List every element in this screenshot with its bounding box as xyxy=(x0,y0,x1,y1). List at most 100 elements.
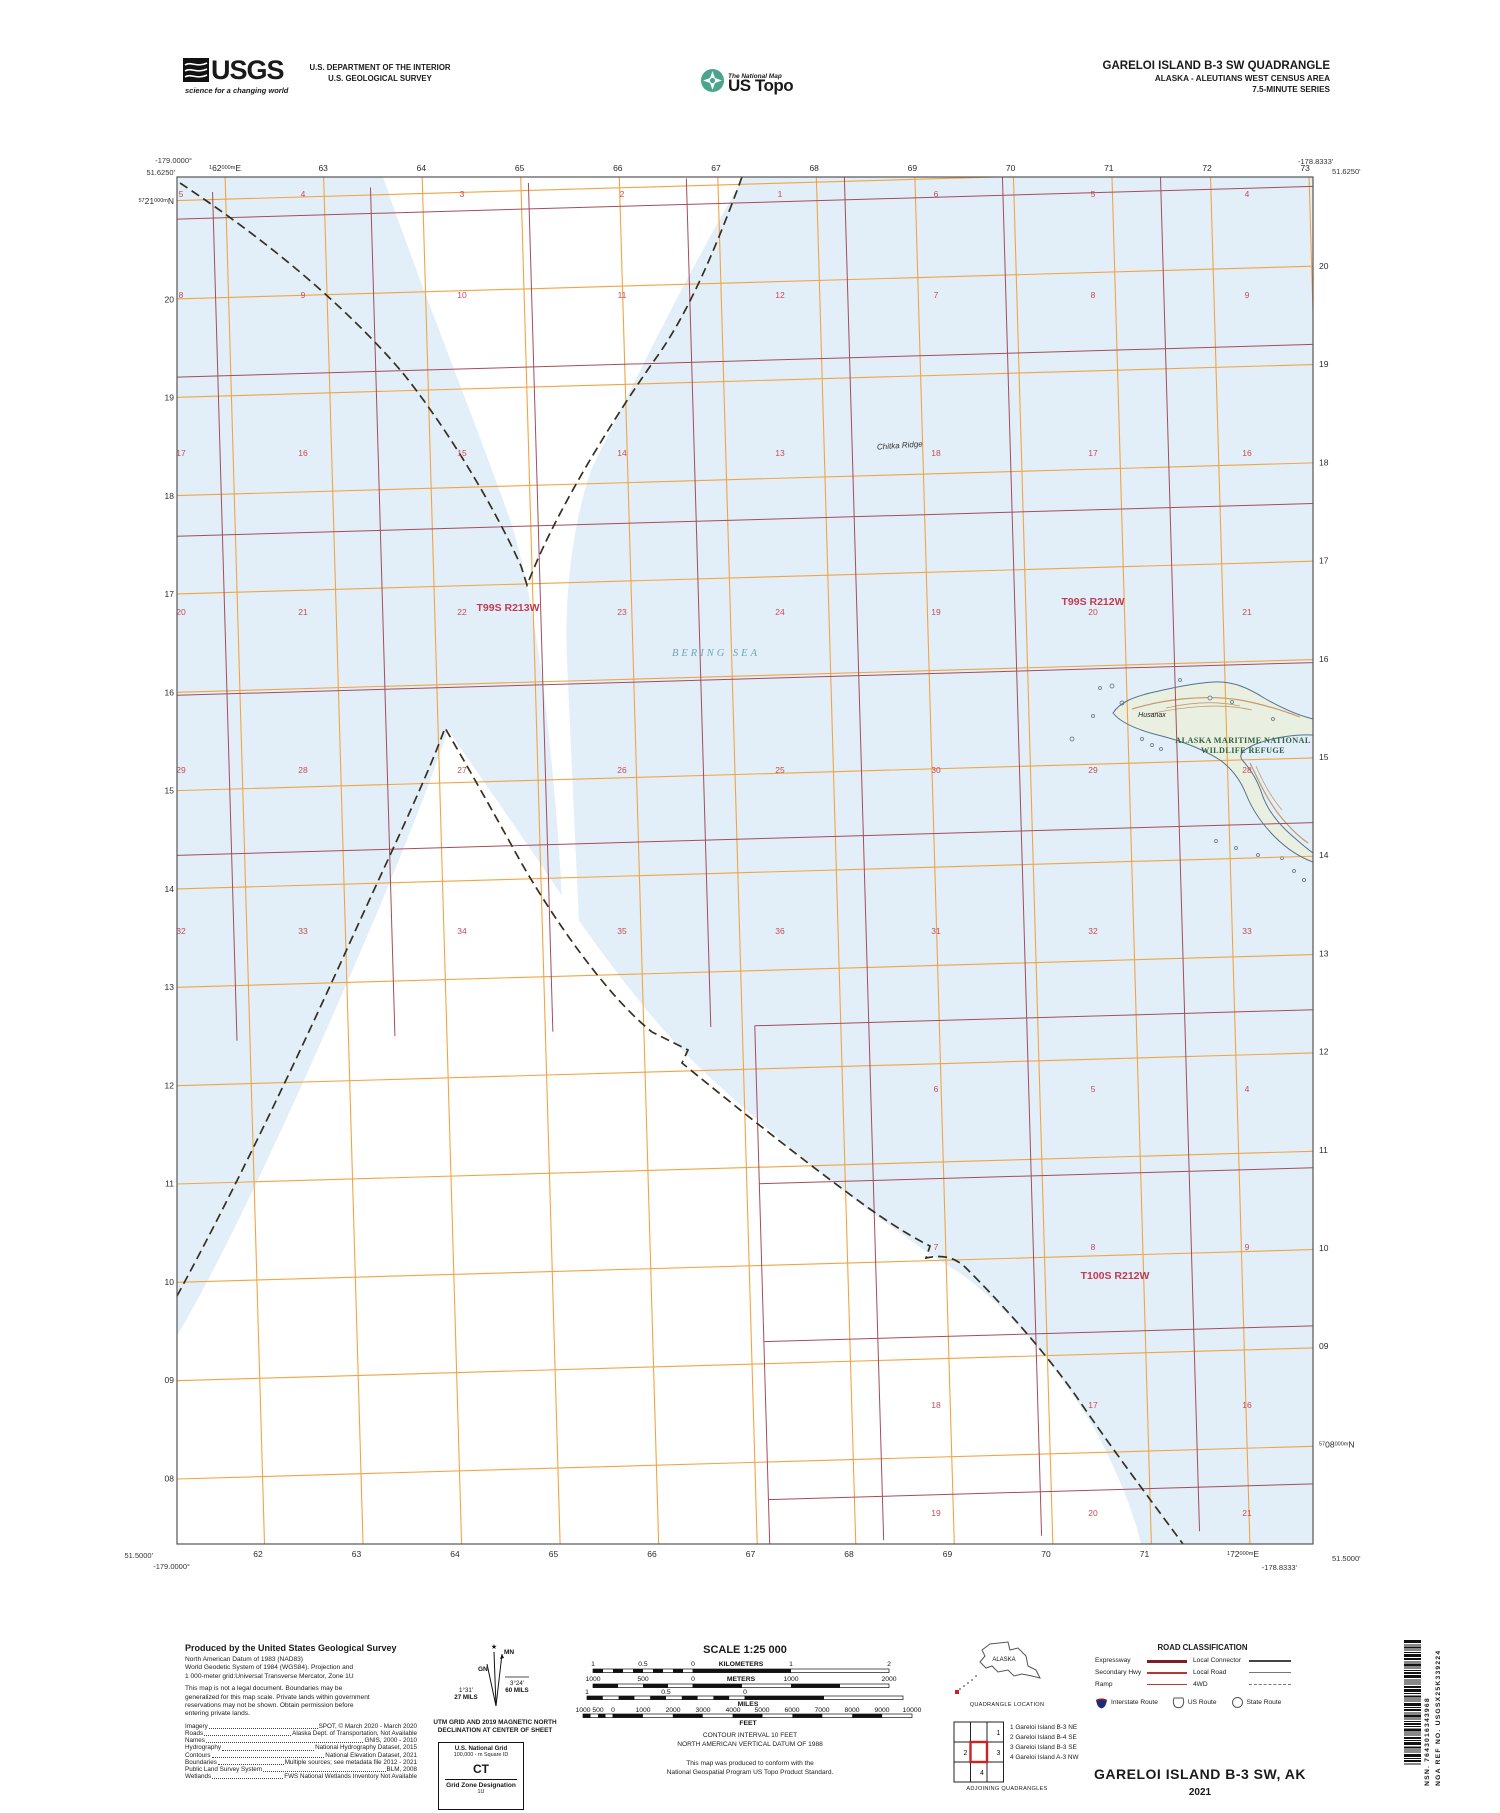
nga-ref-text: NGA REF NO. USGSX25K339224 xyxy=(1435,1649,1442,1786)
corner-coord: 51.5000' xyxy=(1332,1554,1361,1563)
national-map-icon xyxy=(701,69,724,92)
islet xyxy=(1214,839,1218,843)
boundary-dashed-line xyxy=(177,726,1184,1544)
section-number: 35 xyxy=(617,926,627,936)
section-number: 32 xyxy=(176,926,186,936)
utm-northing-line xyxy=(177,1051,1313,1087)
section-number: 25 xyxy=(775,765,785,775)
produced-title: Produced by the United States Geological… xyxy=(185,1643,397,1653)
svg-text:1000: 1000 xyxy=(585,1676,600,1683)
grid-label: 66 xyxy=(613,163,623,173)
section-number: 16 xyxy=(1242,1400,1252,1410)
adjoining-quad-name: 2 Gareloi Island B-4 SE xyxy=(1010,1734,1077,1741)
grid-label: 18 xyxy=(1319,457,1329,467)
section-number: 19 xyxy=(931,607,941,617)
route-shield: State Route xyxy=(1231,1696,1281,1709)
sheet-title: GARELOI ISLAND B-3 SW, AK xyxy=(1094,1766,1306,1782)
section-number: 36 xyxy=(775,926,785,936)
section-number: 12 xyxy=(775,290,785,300)
svg-text:3000: 3000 xyxy=(695,1707,710,1714)
section-line xyxy=(177,502,1313,538)
svg-text:0.5: 0.5 xyxy=(661,1689,671,1696)
section-number: 18 xyxy=(931,1400,941,1410)
data-credits: Imagery SPOT, © March 2020 - March 2020 Ro… xyxy=(185,1723,417,1781)
section-number: 2 xyxy=(620,189,625,199)
road-type-swatch xyxy=(1147,1659,1193,1663)
utm-easting-line xyxy=(913,177,956,1544)
quad-location-marker xyxy=(955,1690,959,1694)
grid-label: 16 xyxy=(165,687,175,697)
credit-row: Public Land Survey System BLM, 2008 xyxy=(185,1766,417,1773)
road-type-swatch xyxy=(1249,1659,1297,1663)
adjoining-quad-name: 3 Gareloi Island B-3 SE xyxy=(1010,1744,1077,1751)
section-number: 16 xyxy=(298,448,308,458)
credit-value: National Elevation Dataset, 2021 xyxy=(325,1751,417,1759)
section-number: 4 xyxy=(1245,1084,1250,1094)
credit-row: Names GNIS, 2000 - 2010 xyxy=(185,1737,417,1744)
township-label: T99S R212W xyxy=(1061,596,1124,608)
sea-name-label: BERING SEA xyxy=(672,648,760,659)
svg-text:1000: 1000 xyxy=(635,1707,650,1714)
section-line xyxy=(754,1008,1313,1027)
grid-label: 72 xyxy=(1202,163,1212,173)
grid-label: 67 xyxy=(711,163,721,173)
section-number: 4 xyxy=(301,189,306,199)
islets xyxy=(1069,678,1306,882)
section-number: 20 xyxy=(1088,607,1098,617)
utm-easting-line xyxy=(1110,177,1153,1544)
us-topo-label: US Topo xyxy=(728,75,794,95)
cape-name-label: Husanax xyxy=(1138,712,1166,719)
islet xyxy=(1098,686,1102,690)
leader-dots xyxy=(263,1771,386,1773)
road-type-label: Secondary Hwy xyxy=(1095,1669,1142,1676)
conform-line1: This map was produced to conform with th… xyxy=(686,1760,814,1767)
utm-easting-line xyxy=(519,177,562,1544)
grid-label: 70 xyxy=(1041,1549,1051,1559)
adjoining-quad-name: 1 Gareloi Island B-3 NE xyxy=(1010,1724,1078,1731)
current-quad-cell xyxy=(969,1740,989,1764)
section-number: 17 xyxy=(1088,1400,1098,1410)
leader-dots xyxy=(222,1749,315,1751)
svg-text:27 MILS: 27 MILS xyxy=(454,1694,477,1701)
svg-text:KILOMETERS: KILOMETERS xyxy=(719,1661,764,1668)
section-number: 17 xyxy=(176,448,186,458)
datum-line: 1 000-meter grid:Universal Transverse Me… xyxy=(185,1672,354,1680)
section-number: 8 xyxy=(179,290,184,300)
section-number: 8 xyxy=(1091,290,1096,300)
credit-row: Boundaries Multiple sources; see metadata… xyxy=(185,1759,417,1766)
grid-label: 13 xyxy=(1319,948,1329,958)
sheet-year: 2021 xyxy=(1188,1787,1212,1798)
quadrangle-title-block: GARELOI ISLAND B-3 SW QUADRANGLE ALASKA … xyxy=(1103,60,1330,94)
grid-label: 16 xyxy=(1319,654,1329,664)
svg-text:10000: 10000 xyxy=(903,1707,922,1714)
corner-coord: 51.5000' xyxy=(124,1551,153,1560)
produced-by-block: Produced by the United States Geological… xyxy=(185,1643,417,1780)
section-number: 16 xyxy=(1242,448,1252,458)
grid-label: 66 xyxy=(647,1549,657,1559)
credit-value: Multiple sources; see metadata file 2012… xyxy=(284,1758,417,1766)
section-number: 34 xyxy=(457,926,467,936)
corner-coord: -178.8333' xyxy=(1262,1563,1298,1572)
legal-line: This map is not a legal document. Bounda… xyxy=(185,1685,343,1693)
contour-line xyxy=(1149,705,1253,715)
islet xyxy=(1159,747,1163,751)
grid-label: 17 xyxy=(1319,556,1329,566)
svg-text:MILES: MILES xyxy=(738,1701,759,1708)
grid-label: 70 xyxy=(1006,163,1016,173)
grid-lines xyxy=(177,177,1313,1544)
corner-coord: -179.0000° xyxy=(153,1562,190,1571)
road-type-label: Local Road xyxy=(1193,1669,1227,1676)
grid-label: 10 xyxy=(1319,1243,1329,1253)
credit-source: Contours xyxy=(185,1751,211,1759)
leader-dots xyxy=(208,1728,318,1730)
grid-label: 62 xyxy=(253,1549,263,1559)
section-line xyxy=(177,185,1313,221)
adjoining-cell-number: 3 xyxy=(997,1750,1001,1757)
svg-text:1: 1 xyxy=(789,1661,793,1668)
township-label: T100S R212W xyxy=(1081,1270,1150,1282)
credit-source: Names xyxy=(185,1737,205,1745)
national-map-label: The National Map xyxy=(728,72,782,80)
map-neatline xyxy=(176,176,1314,1545)
state-shield-icon xyxy=(1231,1697,1243,1708)
